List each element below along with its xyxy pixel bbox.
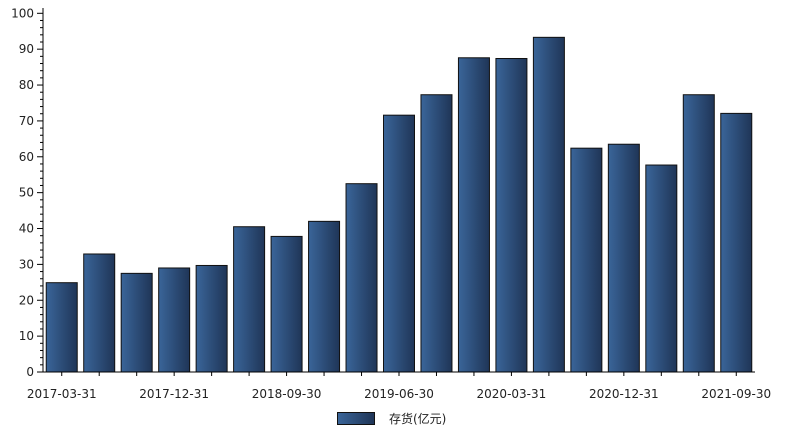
bar-2020-09-30 [570,147,603,373]
bar-2021-09-30 [720,112,753,373]
bar-2019-06-30 [383,114,415,373]
x-tick-label: 2021-09-30 [701,387,771,401]
y-tick-label: 70 [19,114,34,128]
y-tick-label: 20 [19,293,34,307]
bar-2017-06-30 [83,253,116,373]
y-tick-label: 30 [19,257,34,271]
x-tick-label: 2017-12-31 [139,387,209,401]
legend-swatch [337,412,375,425]
bar-2018-09-30 [270,235,303,373]
bar-2020-03-31 [495,57,528,373]
bar-2017-12-31 [158,267,191,373]
x-tick-label: 2018-09-30 [252,387,322,401]
bar-2021-03-31 [645,164,678,373]
bar-2018-03-31 [195,264,228,373]
bar-2020-06-30 [532,36,565,373]
y-tick-label: 80 [19,78,34,92]
y-tick-label: 60 [19,150,34,164]
legend: 存货(亿元) [337,410,446,427]
bar-2021-06-30 [682,94,715,373]
x-tick-label: 2017-03-31 [27,387,97,401]
legend-label: 存货(亿元) [389,412,447,426]
x-tick-label: 2020-12-31 [589,387,659,401]
bar-2019-09-30 [420,94,453,373]
bar-2017-09-30 [120,272,153,373]
y-tick-label: 10 [19,329,34,343]
x-tick-label: 2020-03-31 [477,387,547,401]
y-tick-label: 90 [19,42,34,56]
bar-2018-06-30 [233,226,266,373]
y-tick-label: 0 [26,365,34,379]
bar-2020-12-31 [607,143,640,373]
bar-2019-12-31 [457,57,490,373]
y-tick-label: 40 [19,222,34,236]
y-tick-label: 50 [19,186,34,200]
bar-2019-03-31 [345,183,378,373]
x-tick-label: 2019-06-30 [364,387,434,401]
y-tick-label: 100 [11,6,34,20]
bar-2017-03-31 [45,282,78,373]
bar-2018-12-31 [308,220,341,373]
bars-group [45,36,753,373]
axes-group: 2017-03-31 2017-12-31 2018-09-30 2019-06-30… [11,6,771,401]
